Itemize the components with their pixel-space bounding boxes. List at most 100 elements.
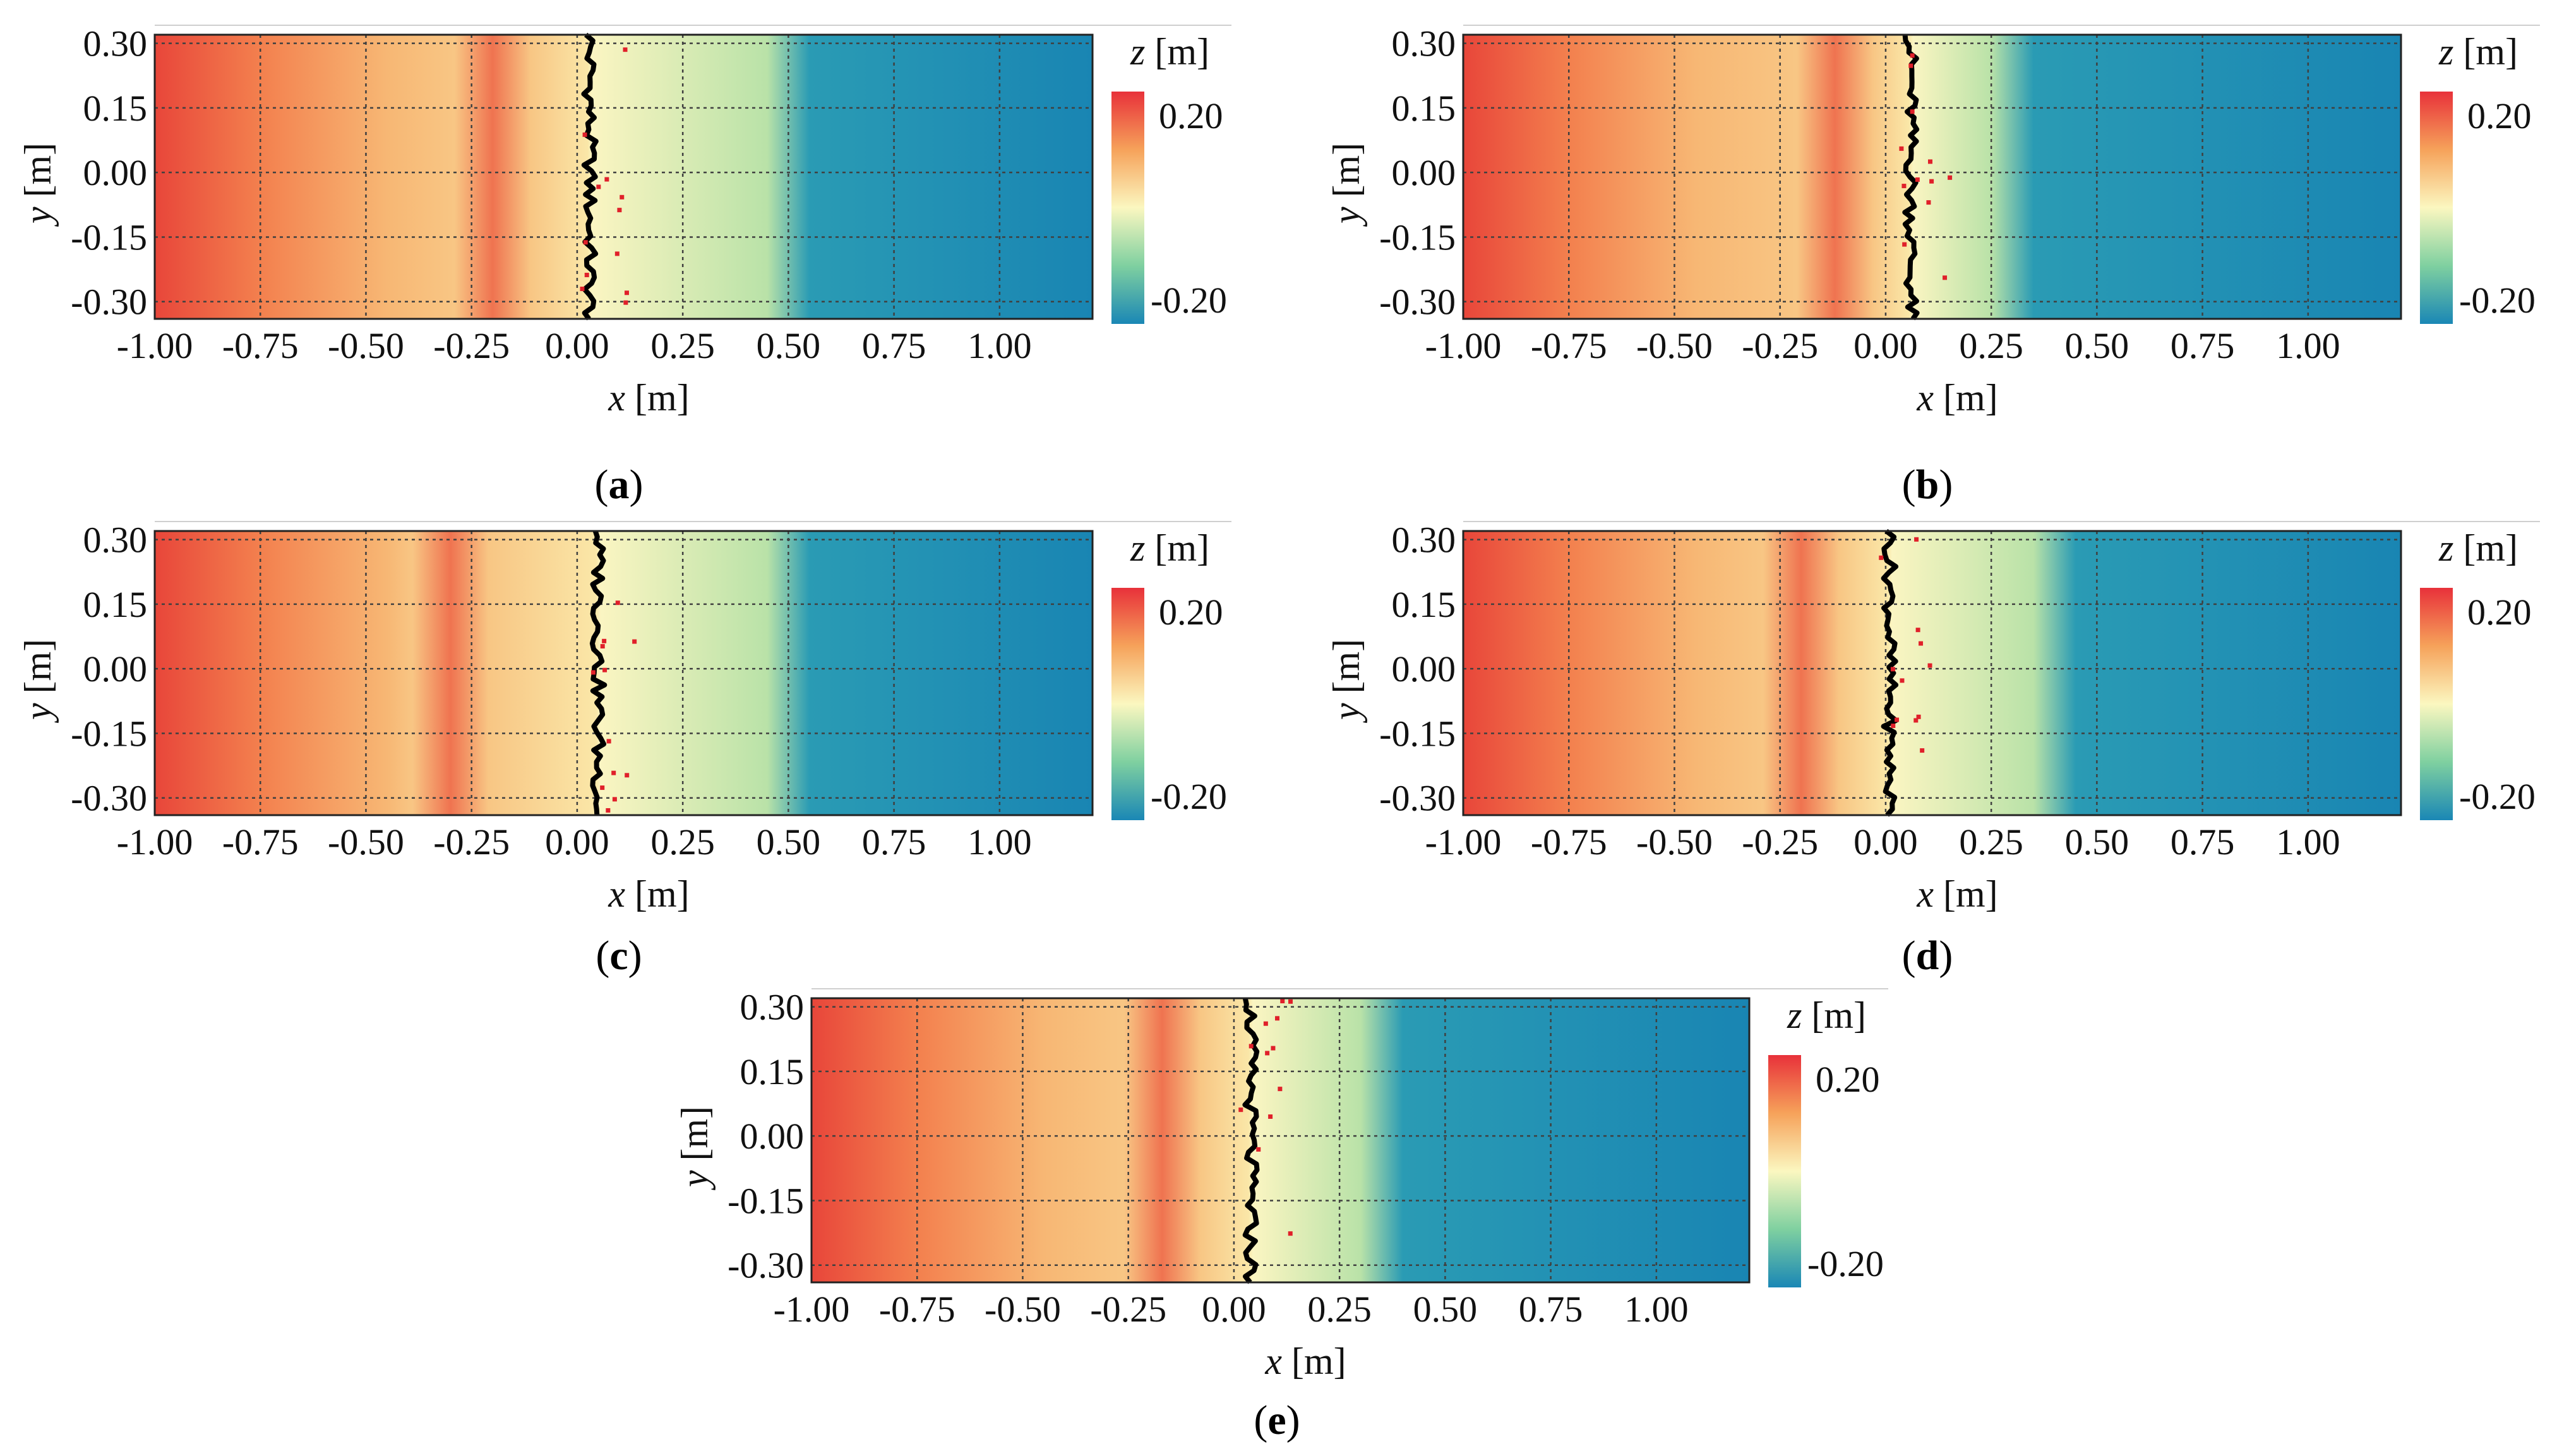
caption-c: (c) <box>596 933 642 979</box>
x-tick-label: 0.25 <box>650 821 715 862</box>
speckle-mark <box>1913 718 1919 723</box>
x-axis-label: x [m] <box>1264 1340 1346 1382</box>
heatmap-field <box>155 35 1093 319</box>
speckle-mark <box>1915 628 1920 633</box>
colorbar-title: z [m] <box>2438 527 2518 569</box>
x-tick-label: -0.75 <box>222 325 299 366</box>
heatmap-c: -1.00 -0.75 -0.50 -0.25 0.00 0.25 0.50 0.75 1.00… <box>17 520 1231 915</box>
x-tick-label: 1.00 <box>967 821 1032 862</box>
y-tick-label: -0.30 <box>71 282 147 323</box>
x-tick-label: 0.25 <box>1959 325 2023 366</box>
colorbar-min-label: -0.20 <box>2459 280 2536 321</box>
speckle-mark <box>623 300 628 305</box>
x-tick-label: -0.50 <box>328 821 404 862</box>
speckle-mark <box>1263 1021 1268 1026</box>
x-tick-label: -1.00 <box>117 821 193 862</box>
speckle-mark <box>1278 1087 1283 1092</box>
speckle-mark <box>1910 53 1915 58</box>
x-tick-label: 0.75 <box>2171 325 2235 366</box>
speckle-mark <box>583 240 588 245</box>
x-tick-label: -0.75 <box>879 1289 955 1330</box>
speckle-mark <box>582 132 587 137</box>
colorbar <box>1111 92 1144 324</box>
y-axis-label: y [m] <box>1326 143 1367 227</box>
speckle-mark <box>1275 1016 1280 1021</box>
caption-a: (a) <box>594 462 644 508</box>
caption-b: (b) <box>1901 462 1953 508</box>
x-tick-label: 0.50 <box>2065 821 2129 862</box>
x-tick-label: -0.25 <box>1742 325 1818 366</box>
y-tick-label: -0.15 <box>71 217 147 258</box>
y-tick-label: 0.00 <box>1392 648 1456 689</box>
speckle-mark <box>1919 641 1924 646</box>
speckle-mark <box>600 785 605 791</box>
x-tick-label: 0.75 <box>862 821 926 862</box>
speckle-mark <box>1902 242 1907 247</box>
colorbar-max-label: 0.20 <box>1159 592 1223 633</box>
y-tick-label: 0.00 <box>83 152 148 193</box>
y-tick-label: -0.30 <box>1379 282 1456 323</box>
y-tick-label: 0.15 <box>740 1051 805 1092</box>
speckle-mark <box>580 287 585 292</box>
x-tick-label: -1.00 <box>1425 821 1502 862</box>
y-axis-label: y [m] <box>17 639 59 724</box>
x-tick-label: 1.00 <box>1624 1289 1689 1330</box>
shoreline-line <box>1902 34 1920 321</box>
speckle-mark <box>1910 109 1915 114</box>
y-tick-label: 0.30 <box>83 520 148 561</box>
y-tick-label: 0.00 <box>83 648 148 689</box>
speckle-mark <box>611 770 616 775</box>
speckle-mark <box>1890 667 1895 672</box>
speckle-mark <box>1288 999 1293 1004</box>
x-tick-label: 0.25 <box>650 325 715 366</box>
y-tick-label: 0.15 <box>1392 88 1456 129</box>
y-tick-label: -0.30 <box>728 1245 804 1286</box>
heatmap-b: -1.00 -0.75 -0.50 -0.25 0.00 0.25 0.50 0.75 1.00… <box>1326 23 2540 419</box>
x-tick-label: -0.25 <box>433 821 510 862</box>
heatmap-a: -1.00 -0.75 -0.50 -0.25 0.00 0.25 0.50 0.75 1.00… <box>17 23 1231 419</box>
speckle-mark <box>590 670 596 675</box>
colorbar-title: z [m] <box>1787 994 1866 1036</box>
speckle-mark <box>614 251 620 256</box>
y-tick-label: 0.30 <box>1392 23 1456 64</box>
x-tick-label: 1.00 <box>2276 325 2340 366</box>
colorbar-title: z [m] <box>1130 527 1209 569</box>
speckle-mark <box>1927 663 1932 668</box>
y-tick-label: -0.15 <box>728 1180 804 1221</box>
x-tick-label: -1.00 <box>117 325 193 366</box>
speckle-mark <box>1280 999 1285 1004</box>
speckle-mark <box>1920 748 1925 753</box>
colorbar-title: z [m] <box>2438 31 2518 73</box>
colorbar-max-label: 0.20 <box>1159 95 1223 136</box>
speckle-mark <box>1288 1231 1293 1236</box>
x-tick-label: 1.00 <box>967 325 1032 366</box>
caption-d: (d) <box>1901 933 1953 979</box>
y-tick-label: 0.15 <box>83 88 148 129</box>
colorbar-max-label: 0.20 <box>2467 592 2532 633</box>
speckle-mark <box>615 600 620 606</box>
panel-e: -1.00 -0.75 -0.50 -0.25 0.00 0.25 0.50 0.75 1.00… <box>674 987 1895 1456</box>
speckle-mark <box>1238 1107 1243 1113</box>
x-tick-label: -0.50 <box>1636 821 1713 862</box>
x-tick-label: -0.25 <box>433 325 510 366</box>
x-tick-label: 1.00 <box>2276 821 2340 862</box>
x-tick-label: 0.50 <box>757 325 821 366</box>
x-axis-label: x [m] <box>608 873 689 915</box>
x-tick-label: 0.75 <box>1519 1289 1583 1330</box>
panel-b: -1.00 -0.75 -0.50 -0.25 0.00 0.25 0.50 0.75 1.00… <box>1326 23 2546 492</box>
x-axis-label: x [m] <box>1916 377 1997 419</box>
shoreline-line <box>1881 528 1899 817</box>
speckle-mark <box>623 47 628 52</box>
speckle-mark <box>632 639 637 644</box>
speckle-mark <box>1249 1044 1254 1049</box>
speckle-mark <box>1914 537 1919 542</box>
plot-frame <box>153 530 1094 816</box>
x-tick-label: 0.00 <box>1853 325 1918 366</box>
x-tick-label: -0.75 <box>222 821 299 862</box>
caption-e: (e) <box>1254 1397 1300 1443</box>
speckle-mark <box>606 739 611 744</box>
x-tick-label: 0.75 <box>862 325 926 366</box>
speckle-mark <box>620 194 625 200</box>
speckle-mark <box>1268 1114 1273 1119</box>
speckle-mark <box>1927 159 1932 164</box>
